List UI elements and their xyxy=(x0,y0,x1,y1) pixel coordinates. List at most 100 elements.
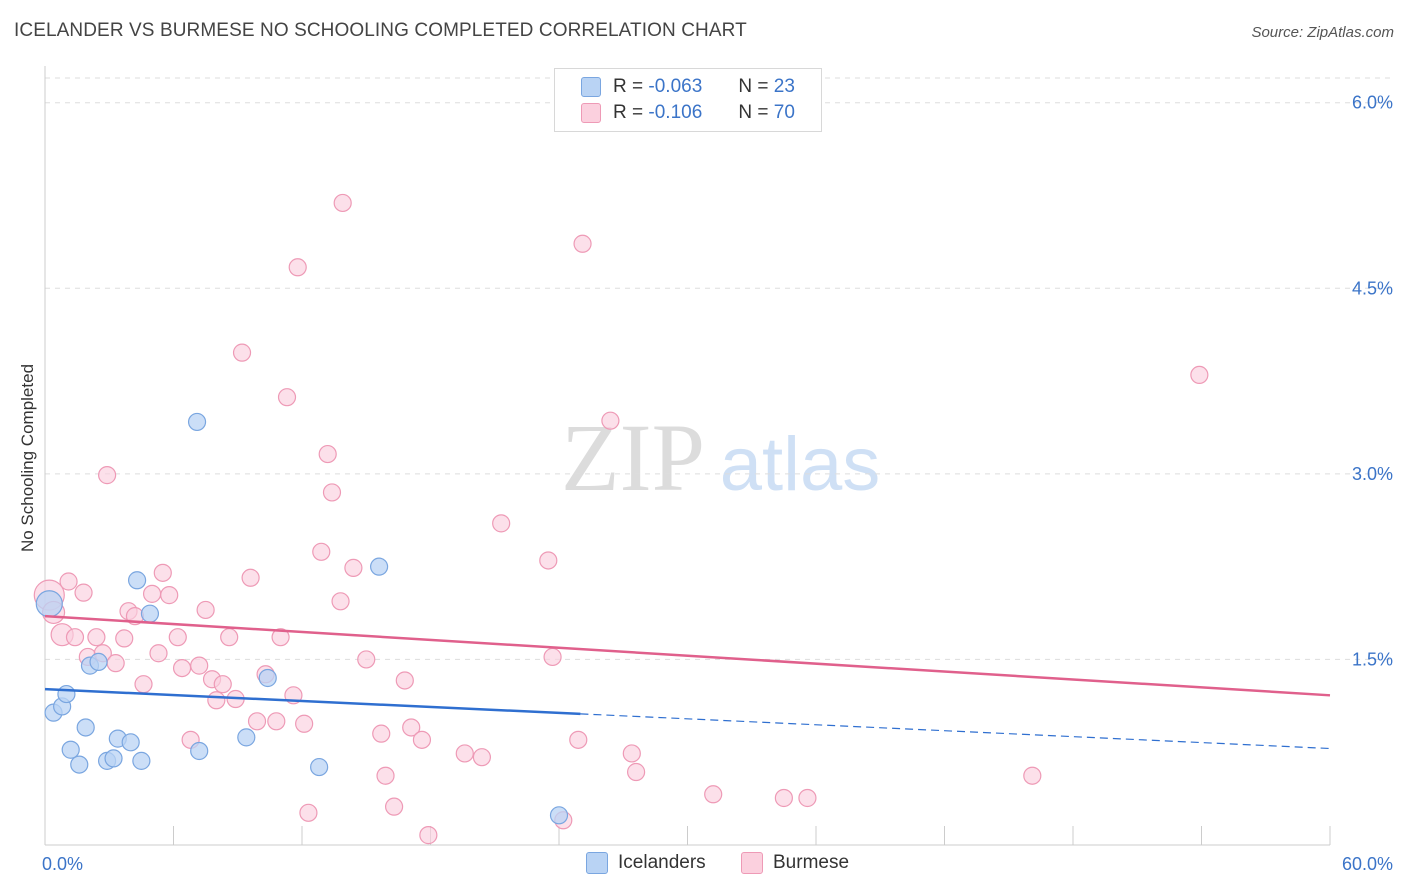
burmese-point xyxy=(704,785,723,804)
burmese-point xyxy=(247,712,267,731)
icelanders-point xyxy=(549,806,569,825)
watermark: ZIP atlas xyxy=(561,404,880,511)
icelanders-point xyxy=(258,668,277,688)
burmese-point xyxy=(190,656,209,675)
burmese-point xyxy=(74,583,93,602)
burmese-point xyxy=(98,466,117,485)
burmese-point xyxy=(543,647,562,667)
y-tick-label: 1.5% xyxy=(1352,649,1393,669)
legend-r-label: R = xyxy=(613,102,644,123)
burmese-point xyxy=(402,718,421,737)
burmese-point xyxy=(277,388,297,407)
y-tick-label: 3.0% xyxy=(1352,464,1393,484)
y-tick-label: 6.0% xyxy=(1352,93,1393,113)
legend-row-icelanders: R = -0.063 N = 23 xyxy=(581,74,795,100)
icelanders-points xyxy=(35,412,569,825)
series-label-icelanders: Icelanders xyxy=(618,852,706,873)
burmese-point xyxy=(1190,365,1209,385)
icelanders-trend-extension xyxy=(580,713,1331,750)
burmese-point xyxy=(331,592,350,611)
burmese-point xyxy=(134,675,153,694)
burmese-point xyxy=(318,444,337,464)
burmese-points xyxy=(33,193,1209,845)
burmese-point xyxy=(601,411,620,430)
icelanders-point xyxy=(70,755,89,774)
burmese-point xyxy=(1023,766,1042,785)
burmese-point xyxy=(322,483,342,502)
burmese-point xyxy=(412,730,432,749)
burmese-point xyxy=(622,744,641,763)
icelanders-point xyxy=(127,571,147,590)
icelanders-point xyxy=(89,652,108,672)
legend-r-value: -0.063 xyxy=(648,76,703,97)
icelanders-point xyxy=(104,749,123,768)
burmese-point xyxy=(372,724,391,743)
legend-swatch-icelanders xyxy=(581,77,601,97)
icelanders-point xyxy=(35,590,63,618)
burmese-point xyxy=(472,748,491,767)
icelanders-point xyxy=(61,740,80,759)
burmese-point xyxy=(299,803,318,822)
burmese-point xyxy=(344,558,363,577)
legend-swatch-burmese xyxy=(581,103,601,123)
burmese-point xyxy=(213,675,232,694)
chart-title: ICELANDER VS BURMESE NO SCHOOLING COMPLE… xyxy=(14,20,747,41)
burmese-point xyxy=(142,584,162,603)
burmese-point xyxy=(573,234,592,253)
series-swatch-burmese xyxy=(741,852,763,874)
burmese-point xyxy=(295,714,314,733)
legend-n-value: 23 xyxy=(773,76,795,97)
icelanders-point xyxy=(237,728,256,747)
y-tick-labels: 1.5% 3.0% 4.5% 6.0% xyxy=(1352,93,1393,670)
burmese-point xyxy=(333,193,352,213)
burmese-point xyxy=(357,650,376,669)
icelanders-point xyxy=(190,741,209,761)
icelanders-point xyxy=(76,718,95,737)
series-legend-icelanders: Icelanders xyxy=(586,852,706,874)
burmese-trend-line xyxy=(44,614,1331,697)
burmese-point xyxy=(312,542,331,561)
burmese-point xyxy=(492,514,511,533)
source-credit: Source: ZipAtlas.com xyxy=(1251,24,1394,41)
burmese-point xyxy=(539,551,558,570)
legend-n-label: N = xyxy=(738,102,769,123)
icelanders-point xyxy=(132,751,151,770)
burmese-point xyxy=(267,712,286,731)
burmese-point xyxy=(395,671,414,690)
burmese-point xyxy=(196,600,215,620)
burmese-point xyxy=(59,572,78,591)
icelanders-trend-line xyxy=(44,687,581,716)
icelanders-point xyxy=(370,557,389,576)
legend-n-value: 70 xyxy=(773,102,795,123)
watermark-atlas: atlas xyxy=(720,422,881,507)
legend-r-label: R = xyxy=(613,76,644,97)
burmese-point xyxy=(65,628,85,647)
legend-n-label: N = xyxy=(738,76,769,97)
burmese-point xyxy=(455,744,474,763)
burmese-point xyxy=(569,730,588,749)
y-axis-label: No Schooling Completed xyxy=(18,363,37,553)
icelanders-point xyxy=(187,412,207,432)
burmese-point xyxy=(220,628,239,647)
burmese-point xyxy=(153,563,172,582)
burmese-point xyxy=(160,586,179,605)
watermark-zip: ZIP xyxy=(561,404,705,511)
burmese-point xyxy=(376,766,395,785)
burmese-point xyxy=(774,788,793,808)
series-legend-burmese: Burmese xyxy=(741,852,849,874)
legend-r-value: -0.106 xyxy=(648,102,703,123)
burmese-point xyxy=(271,628,290,647)
trend-lines xyxy=(44,614,1331,750)
burmese-point xyxy=(172,658,192,678)
burmese-point xyxy=(288,258,307,277)
icelanders-point xyxy=(310,757,329,777)
icelanders-point xyxy=(140,604,160,623)
burmese-point xyxy=(168,628,187,647)
icelanders-point xyxy=(121,733,140,752)
burmese-point xyxy=(87,628,106,647)
correlation-legend: R = -0.063 N = 23 R = -0.106 N = 70 xyxy=(554,68,822,132)
burmese-point xyxy=(384,797,404,816)
x-tick-labels: 0.0% 60.0% xyxy=(42,854,1393,874)
burmese-point xyxy=(207,691,226,710)
